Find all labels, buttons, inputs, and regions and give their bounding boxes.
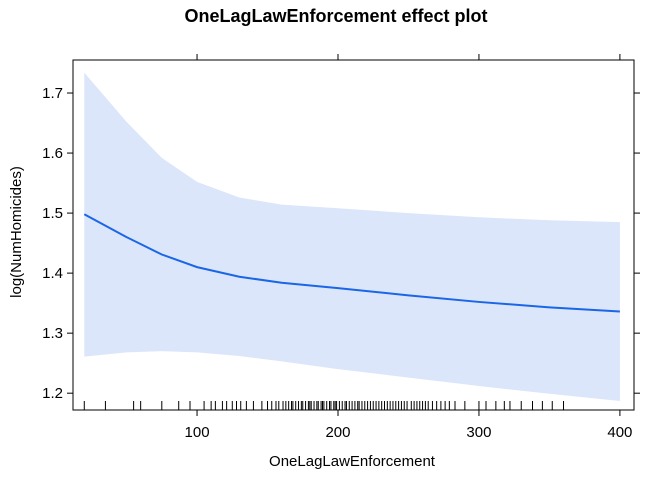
- confidence-band: [84, 72, 620, 401]
- effect-line: [83, 213, 620, 313]
- x-tick-label: 300: [466, 424, 491, 441]
- effect-line-layer: [83, 213, 620, 313]
- y-tick-label: 1.6: [42, 145, 63, 162]
- y-axis-label: log(NumHomicides): [8, 166, 25, 298]
- x-axis: 100 200 300 400: [185, 54, 632, 441]
- x-tick-label: 400: [607, 424, 632, 441]
- y-tick-label: 1.4: [42, 265, 63, 282]
- y-tick-label: 1.2: [42, 385, 63, 402]
- x-tick-label: 100: [185, 424, 210, 441]
- y-tick-label: 1.3: [42, 325, 63, 342]
- rug-layer: [83, 401, 565, 410]
- x-axis-label: OneLagLawEnforcement: [269, 453, 436, 470]
- confidence-band-layer: [84, 72, 620, 401]
- chart-title: OneLagLawEnforcement effect plot: [184, 6, 487, 26]
- y-tick-label: 1.7: [42, 85, 63, 102]
- y-tick-label: 1.5: [42, 205, 63, 222]
- y-axis: 1.2 1.3 1.4 1.5 1.6 1.7: [42, 85, 640, 402]
- plot-frame: [72, 59, 635, 411]
- x-tick-label: 200: [325, 424, 350, 441]
